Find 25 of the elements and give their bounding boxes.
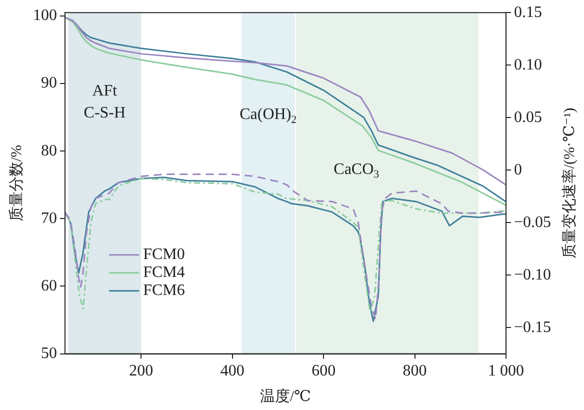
y-tick-label: 50 [41, 345, 57, 362]
y2-tick-label: 0.15 [514, 4, 542, 21]
x-tick-label: 800 [402, 362, 427, 380]
x-tick-label: 200 [129, 362, 154, 380]
y-tick-label: 60 [41, 277, 57, 294]
y2-tick-label: 0 [514, 161, 522, 178]
x-tick-label: 600 [312, 362, 336, 380]
y2-tick-label: −0.10 [514, 266, 552, 284]
y-tick-label: 90 [41, 74, 57, 92]
x-tick-label: 1 000 [488, 362, 524, 380]
y-tick-label: 70 [41, 210, 57, 227]
legend-label: FCM6 [143, 282, 185, 300]
legend-label: FCM4 [143, 264, 185, 282]
y-tick-label: 80 [41, 142, 57, 160]
legend-label: FCM0 [143, 246, 185, 264]
y2-tick-label: −0.15 [514, 318, 552, 336]
y2-axis-title: 质量变化速率/(%·℃⁻¹) [560, 108, 578, 259]
y-tick-label: 100 [33, 7, 57, 24]
y2-tick-label: −0.05 [514, 214, 552, 231]
y2-tick-label: 0.10 [514, 56, 542, 74]
x-tick-label: 400 [220, 362, 244, 380]
band-label: AFt C-S-H [84, 82, 126, 122]
y2-tick-label: 0.05 [514, 108, 542, 126]
x-axis-title: 温度/℃ [260, 388, 311, 405]
y-axis-title: 质量分数/% [8, 144, 25, 222]
